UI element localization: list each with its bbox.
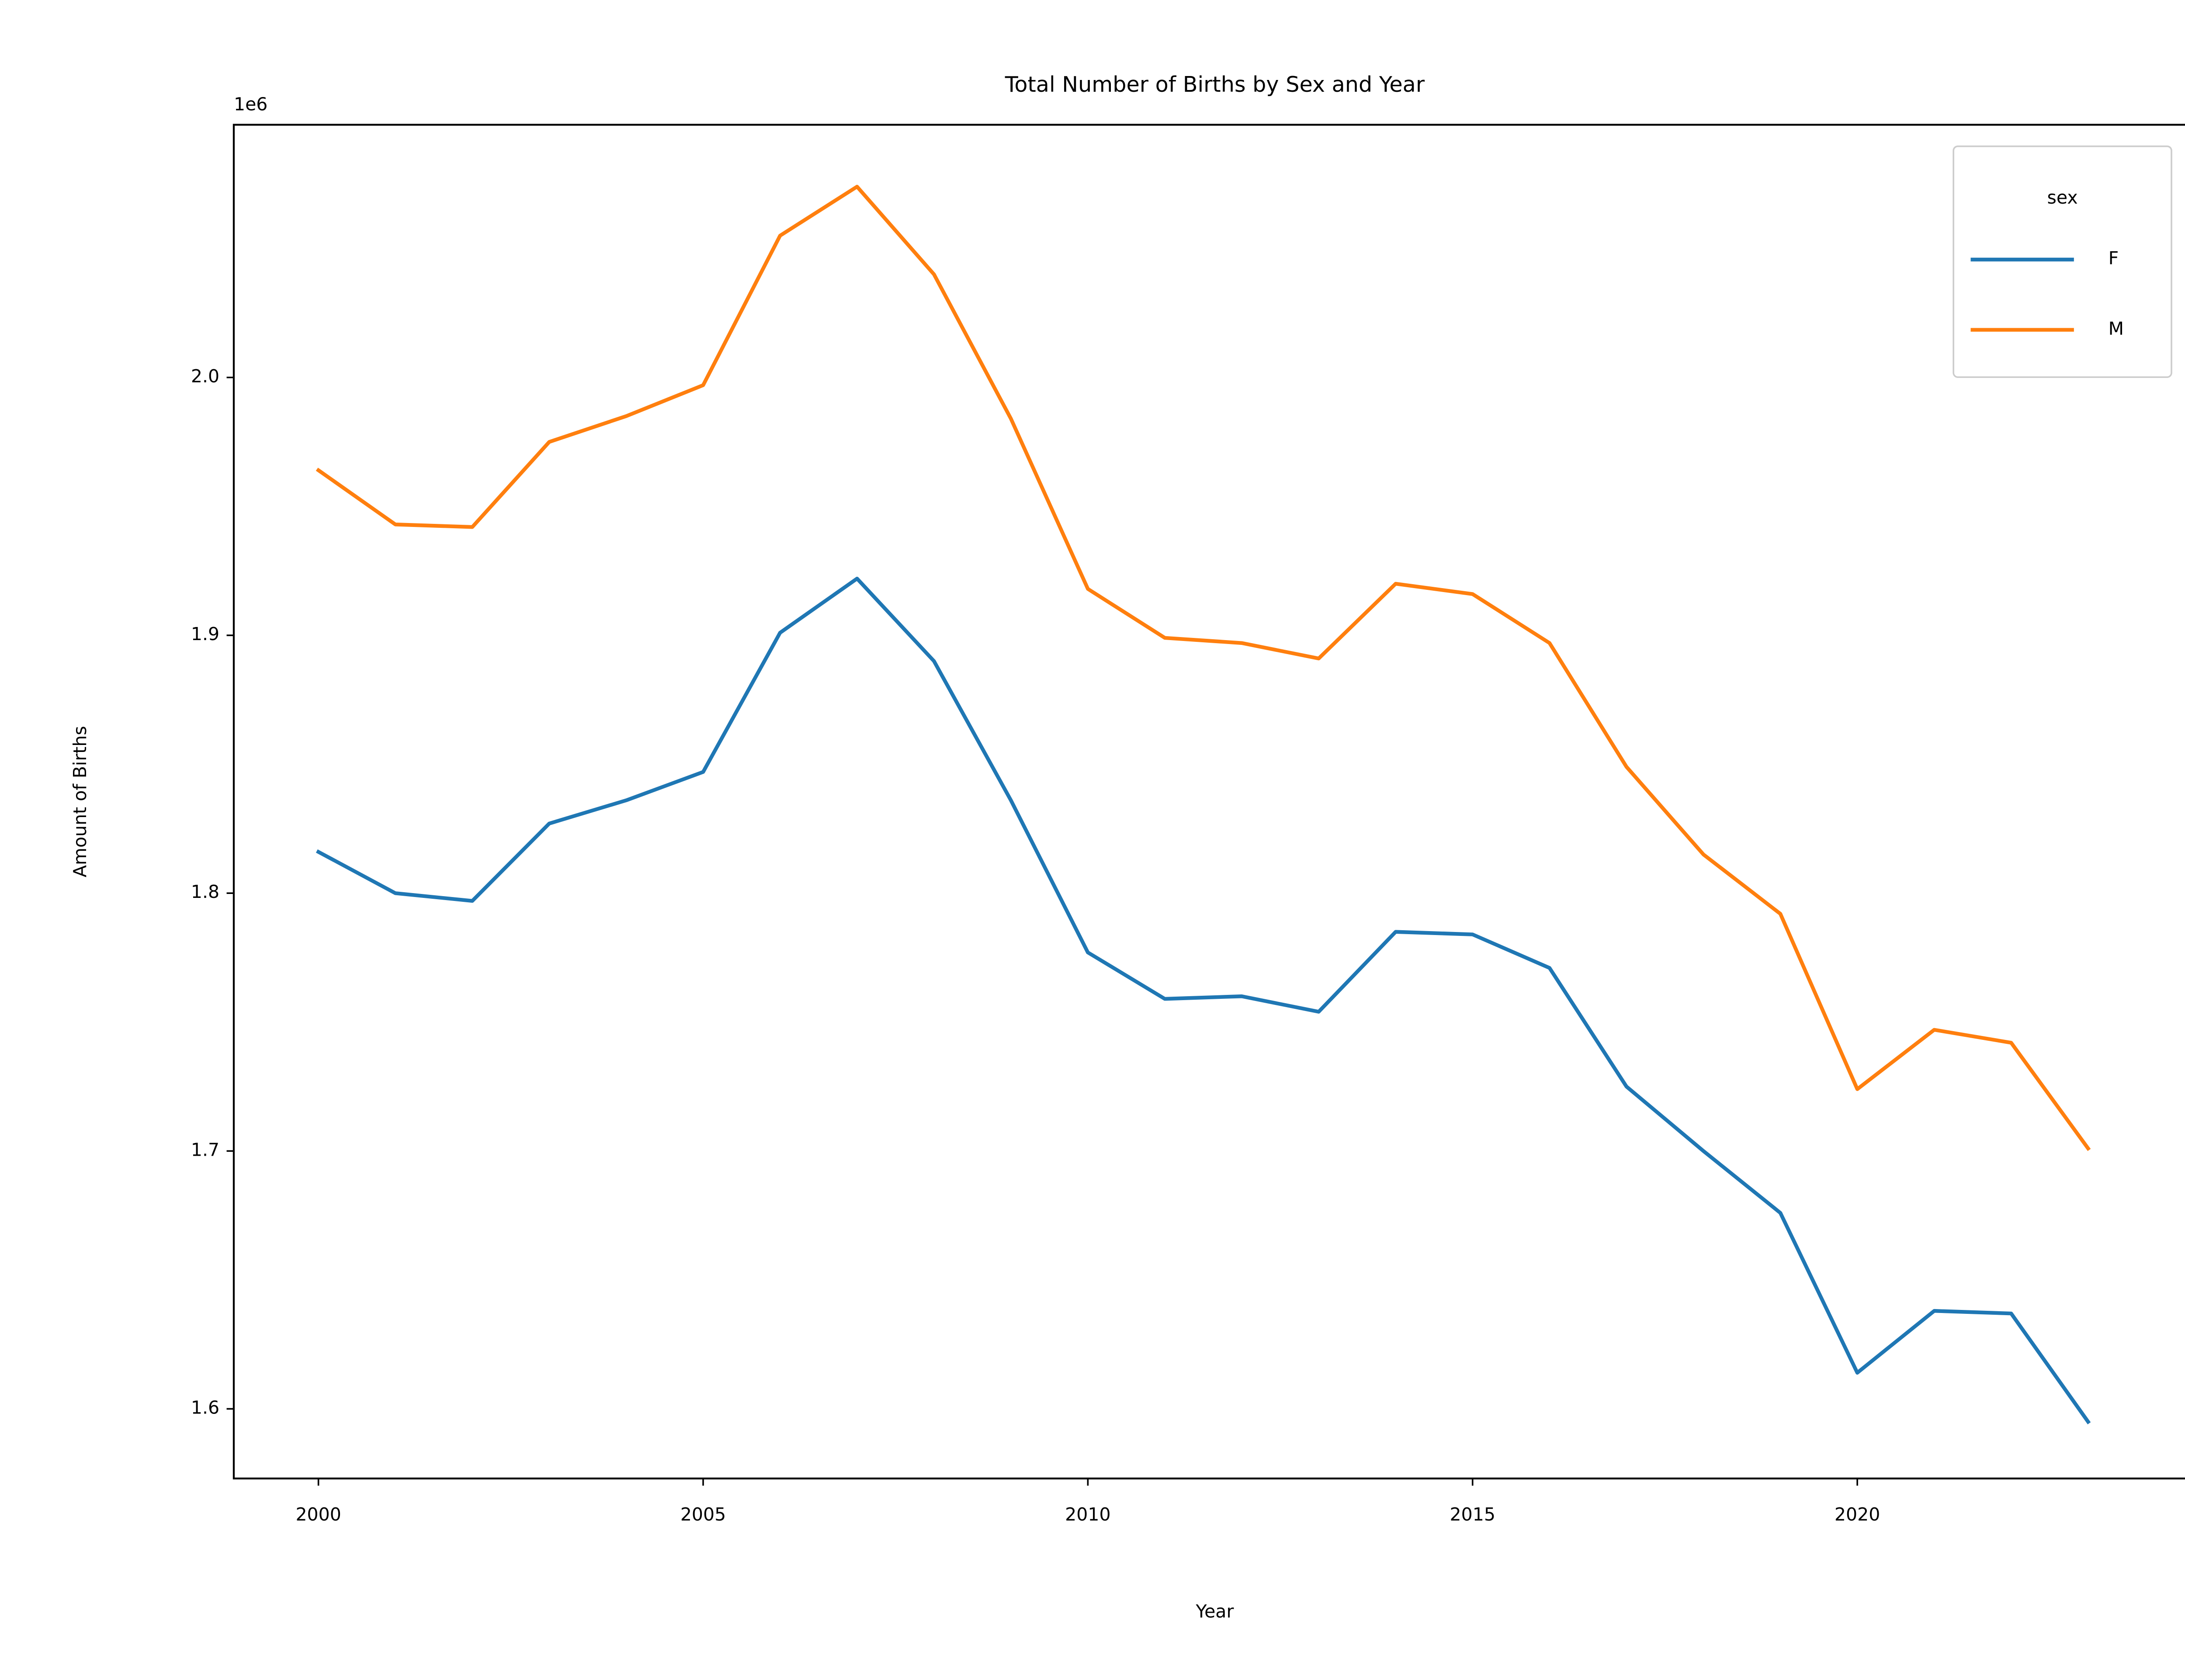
y-tick-label: 1.7 (191, 1139, 219, 1160)
x-tick-label: 2000 (295, 1504, 341, 1525)
plot-frame (232, 124, 2185, 1479)
y-tick-label: 2.0 (191, 366, 219, 387)
series-line-f (316, 576, 2091, 1424)
chart-title: Total Number of Births by Sex and Year (1005, 72, 1425, 97)
legend-box (1953, 145, 2172, 378)
legend-items: FM (1970, 248, 2124, 339)
y-tick-label: 1.6 (191, 1397, 219, 1418)
legend-label-f: F (2109, 248, 2119, 269)
y-tick-label: 1.8 (191, 881, 219, 902)
x-axis: 2000 2005 2010 2015 2020 (295, 1478, 1880, 1525)
legend-title: sex (2047, 187, 2078, 208)
y-axis-offset-label: 1e6 (234, 94, 267, 115)
series-line-m (316, 184, 2091, 1151)
x-tick-label: 2005 (680, 1504, 726, 1525)
x-tick-label: 2010 (1065, 1504, 1110, 1525)
x-tick-label: 2015 (1450, 1504, 1495, 1525)
y-axis-label: Amount of Births (69, 726, 90, 877)
legend: sex FM (1953, 145, 2172, 378)
x-axis-label: Year (1195, 1601, 1234, 1622)
series-layer (316, 184, 2091, 1424)
legend-label-m: M (2109, 318, 2124, 339)
x-tick-label: 2020 (1835, 1504, 1880, 1525)
y-axis: 1.6 1.7 1.8 1.9 2.0 (191, 366, 234, 1418)
y-tick-label: 1.9 (191, 624, 219, 644)
